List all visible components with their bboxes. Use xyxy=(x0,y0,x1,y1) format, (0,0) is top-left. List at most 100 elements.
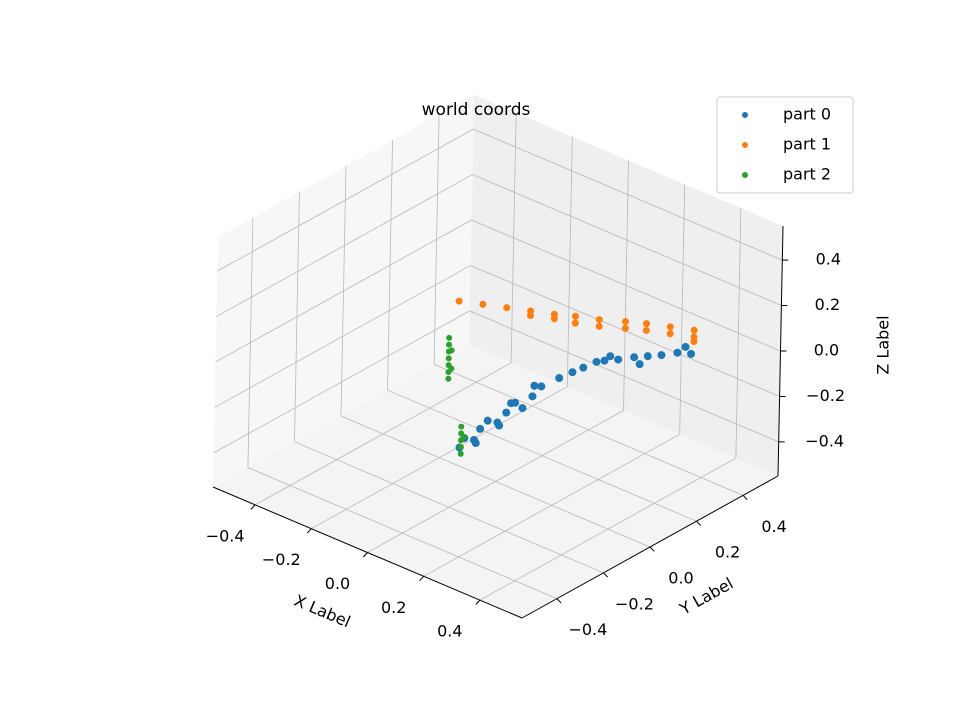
legend: part 0 part 1 part 2 xyxy=(716,96,854,194)
grid-line xyxy=(469,310,779,443)
y-tick-label: 0.2 xyxy=(715,543,740,562)
point xyxy=(446,334,453,341)
grid-line xyxy=(472,174,782,306)
point xyxy=(600,356,609,365)
point xyxy=(445,375,452,382)
point xyxy=(635,360,644,369)
y-tick-label: 0.4 xyxy=(761,517,786,536)
point xyxy=(479,300,487,308)
point xyxy=(571,312,579,320)
grid-line xyxy=(294,441,604,574)
point xyxy=(518,404,527,413)
point xyxy=(528,392,537,401)
legend-marker xyxy=(742,142,748,148)
z-tick-label: −0.2 xyxy=(806,386,845,405)
point xyxy=(621,318,629,326)
point xyxy=(690,326,698,334)
x-tick xyxy=(475,599,481,605)
point xyxy=(503,304,511,312)
grid-line xyxy=(215,219,472,363)
y-tick-label: −0.2 xyxy=(615,594,654,613)
point xyxy=(687,349,696,358)
grid-line xyxy=(471,219,781,352)
grid-line xyxy=(473,128,783,261)
grid-line xyxy=(216,174,473,317)
point xyxy=(681,342,690,351)
x-axis-label: X Label xyxy=(291,591,353,632)
point xyxy=(483,416,492,425)
point xyxy=(527,311,535,319)
x-tick-label: −0.4 xyxy=(206,526,245,545)
point xyxy=(550,315,558,323)
x-tick xyxy=(363,552,368,558)
z-tick-label: −0.4 xyxy=(805,431,844,450)
point xyxy=(657,351,666,360)
point xyxy=(458,423,465,430)
point xyxy=(476,424,485,433)
point xyxy=(571,319,579,327)
z-tick-label: 0.4 xyxy=(816,250,841,269)
grid-line xyxy=(387,389,697,522)
chart-title: world coords xyxy=(422,100,531,120)
legend-label: part 2 xyxy=(783,165,831,184)
point xyxy=(690,338,698,346)
point xyxy=(507,399,516,408)
legend-marker xyxy=(742,172,748,178)
point xyxy=(445,355,452,362)
point xyxy=(666,330,674,338)
point xyxy=(642,326,650,334)
point xyxy=(502,408,511,417)
point xyxy=(537,382,546,391)
grid-line xyxy=(247,467,558,600)
y-tick xyxy=(696,520,702,526)
point xyxy=(592,357,601,366)
grid xyxy=(213,112,783,601)
x-tick xyxy=(306,528,312,534)
point xyxy=(666,323,674,331)
x-tick xyxy=(419,575,425,582)
y-tick-label: 0.0 xyxy=(668,569,693,588)
point xyxy=(579,363,588,372)
x-tick-label: 0.4 xyxy=(437,622,462,641)
points xyxy=(445,297,698,457)
point xyxy=(643,352,652,361)
z-tick-label: 0.2 xyxy=(815,295,840,314)
legend-marker xyxy=(742,112,748,118)
point xyxy=(495,421,504,430)
point xyxy=(595,316,603,324)
y-tick xyxy=(649,546,655,552)
point xyxy=(642,320,650,328)
grid-line xyxy=(340,415,651,548)
point xyxy=(555,374,564,383)
point xyxy=(595,322,603,330)
x-tick-label: −0.2 xyxy=(262,550,301,569)
point xyxy=(621,324,629,332)
point xyxy=(673,348,682,357)
legend-label: part 1 xyxy=(783,135,831,154)
point xyxy=(460,433,467,440)
panes xyxy=(213,95,783,618)
point xyxy=(455,297,463,305)
point xyxy=(606,352,615,361)
point xyxy=(568,368,577,377)
grid-line xyxy=(214,265,471,408)
point xyxy=(446,341,453,348)
grid-line xyxy=(433,363,744,496)
axes: −0.4 −0.2 0.0 0.2 0.4 −0.4 −0.2 0.0 0.2 0.4 −0.4 −0… xyxy=(206,225,845,641)
point xyxy=(448,365,455,372)
z-axis-label: Z Label xyxy=(874,315,893,374)
x-tick-label: 0.0 xyxy=(325,574,350,593)
y-tick xyxy=(742,495,748,501)
grid-line xyxy=(213,310,470,454)
point xyxy=(457,444,464,451)
x-tick xyxy=(250,504,256,510)
y-tick xyxy=(603,572,608,578)
grid-line xyxy=(217,128,474,272)
point xyxy=(471,439,480,448)
point xyxy=(448,347,455,354)
legend-label: part 0 xyxy=(783,105,831,124)
z-tick-label: 0.0 xyxy=(814,341,839,360)
point xyxy=(457,450,464,457)
point xyxy=(630,353,639,362)
